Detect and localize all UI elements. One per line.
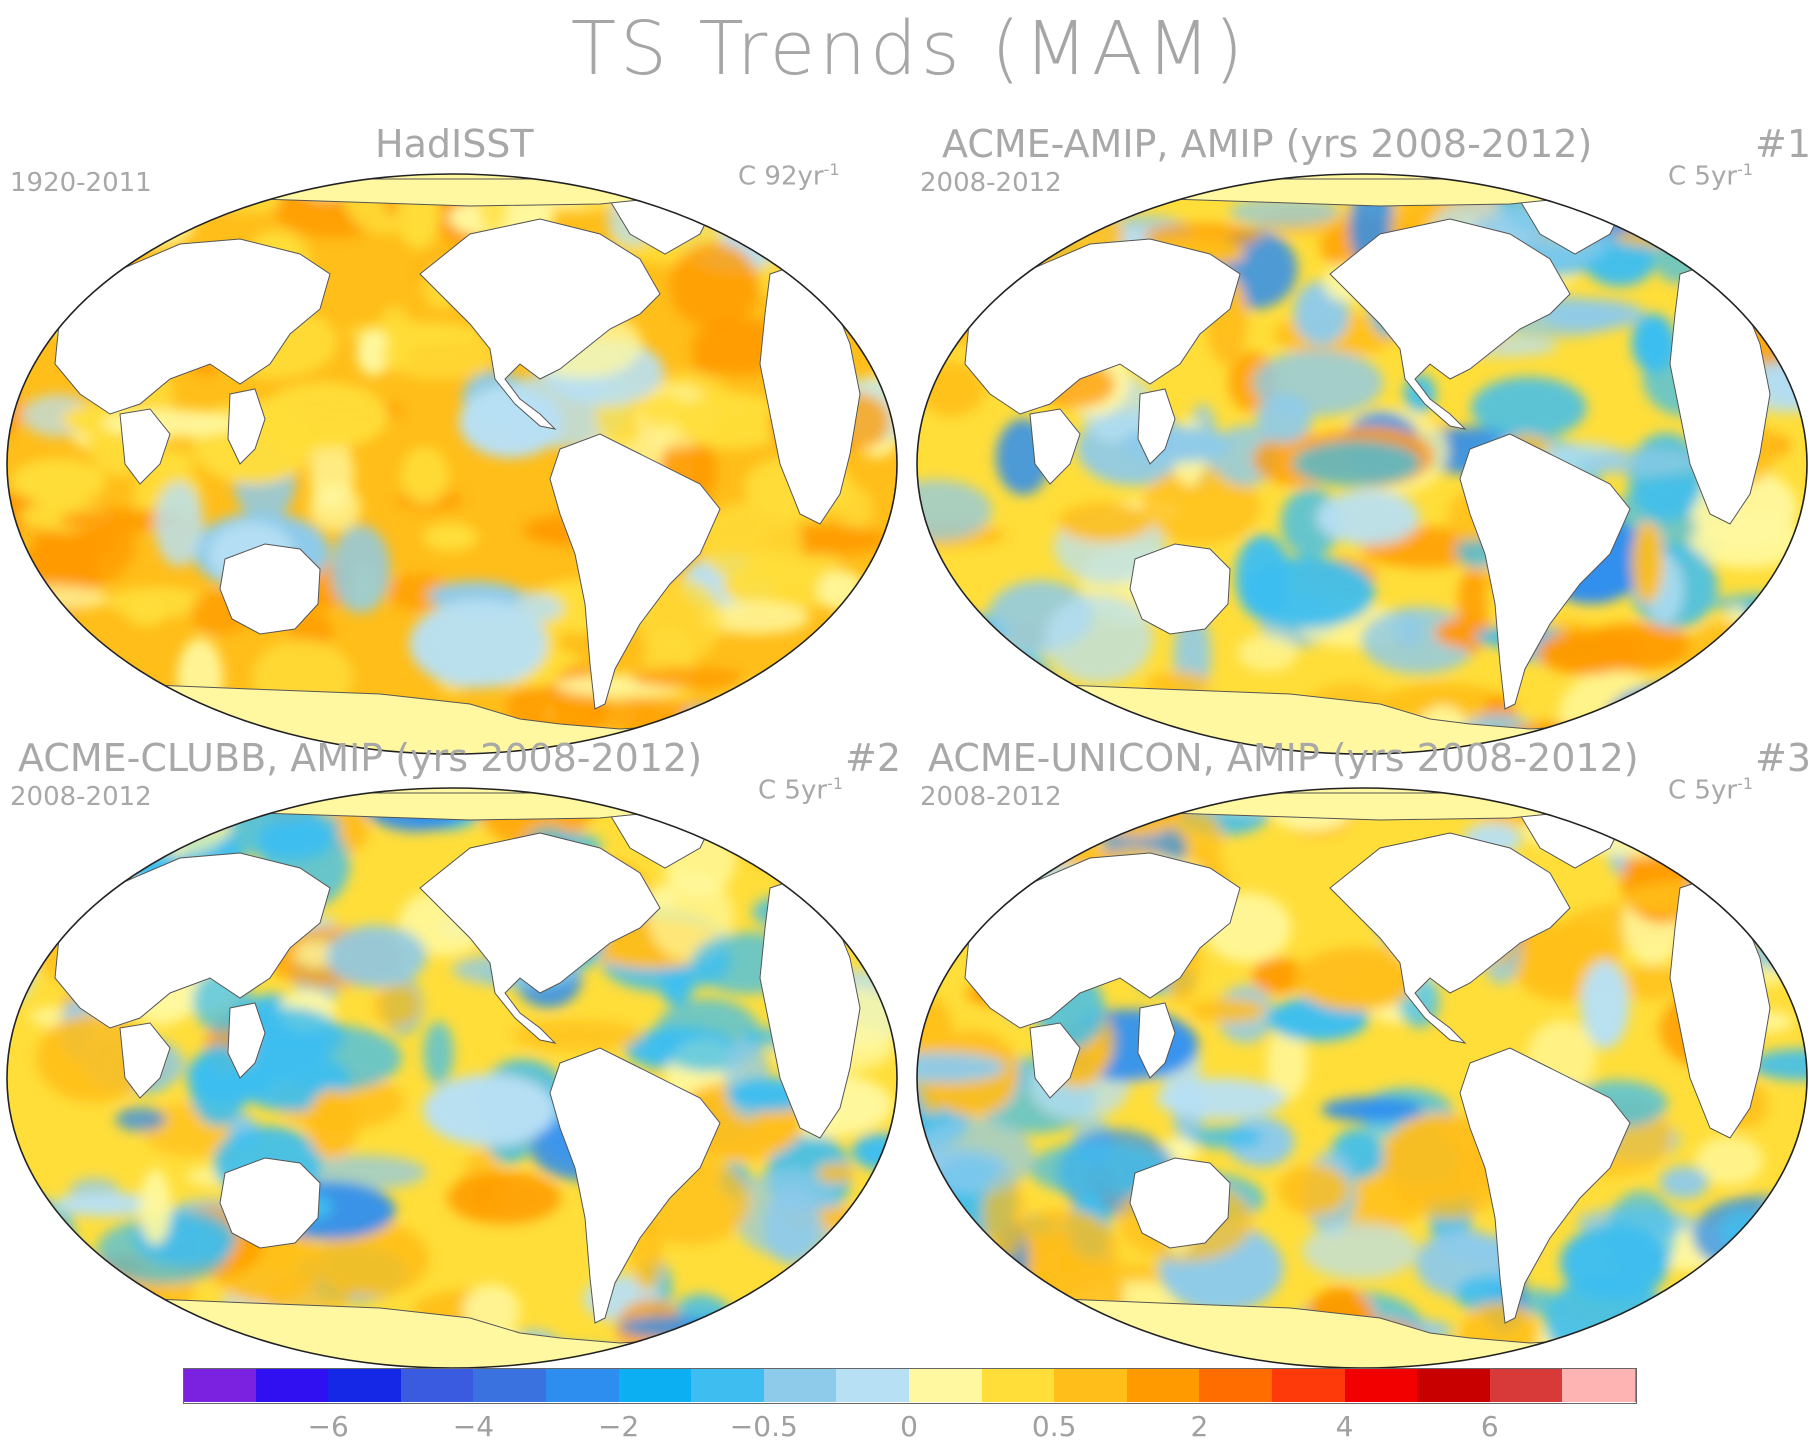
land-shape <box>1137 1002 1176 1079</box>
map-panel-acme-unicon: ACME-UNICON, AMIP (yrs 2008-2012) #3 200… <box>910 732 1812 1369</box>
panel-period: 2008-2012 <box>920 782 1062 812</box>
colorbar-tick-label: −6 <box>307 1410 349 1443</box>
panel-number: #1 <box>1755 122 1812 166</box>
map-panel-acme-clubb: ACME-CLUBB, AMIP (yrs 2008-2012) #2 2008… <box>0 732 902 1369</box>
land-shape <box>219 1157 321 1249</box>
colorbar-swatch <box>546 1368 620 1402</box>
colorbar-tick-label: 6 <box>1480 1410 1499 1443</box>
land-shape <box>549 433 721 710</box>
colorbar-swatch <box>1272 1368 1346 1402</box>
panel-title: ACME-UNICON, AMIP (yrs 2008-2012) <box>928 736 1639 780</box>
colorbar-swatch <box>328 1368 402 1402</box>
land-shape <box>419 832 661 1044</box>
land-shape <box>1129 1157 1231 1249</box>
panel-title: ACME-AMIP, AMIP (yrs 2008-2012) <box>942 122 1593 166</box>
colorbar-swatch <box>255 1368 330 1402</box>
land-shape <box>219 543 321 635</box>
land-shape <box>419 218 661 430</box>
colorbar <box>183 1368 1637 1404</box>
colorbar-swatch <box>618 1368 693 1402</box>
land-shape <box>1029 408 1081 485</box>
panel-period: 1920-2011 <box>10 168 152 198</box>
colorbar-swatch <box>1344 1368 1419 1402</box>
colorbar-tick-label: −2 <box>597 1410 640 1443</box>
panel-units: C 5yr-1 <box>1668 160 1753 192</box>
panel-period: 2008-2012 <box>10 782 152 812</box>
land-shape <box>119 1022 171 1099</box>
robinson-map <box>916 787 1808 1369</box>
panel-units: C 5yr-1 <box>758 774 843 806</box>
land-shape <box>1459 433 1631 710</box>
land-shape <box>119 408 171 485</box>
land-shape <box>964 238 1241 415</box>
land-shape <box>1029 1022 1081 1099</box>
land-shape <box>1129 543 1231 635</box>
colorbar-tick-label: 4 <box>1335 1410 1354 1443</box>
panel-title: ACME-CLUBB, AMIP (yrs 2008-2012) <box>18 736 703 780</box>
colorbar-swatch <box>691 1368 765 1402</box>
colorbar-swatch <box>1054 1368 1128 1402</box>
panel-units: C 92yr-1 <box>738 160 840 192</box>
panel-number: #3 <box>1755 736 1812 780</box>
colorbar-tick-label: 2 <box>1190 1410 1209 1443</box>
map-border <box>6 173 898 755</box>
land-shape <box>1137 388 1176 465</box>
colorbar-swatch <box>909 1368 983 1402</box>
land-shape <box>54 238 331 415</box>
robinson-map <box>6 787 898 1369</box>
land-shape <box>227 388 266 465</box>
robinson-map <box>6 173 898 755</box>
land-shape <box>1459 1047 1631 1324</box>
colorbar-swatch <box>1562 1368 1636 1402</box>
colorbar-swatch <box>1126 1368 1201 1402</box>
colorbar-tick-label: 0 <box>900 1410 918 1443</box>
colorbar-frame <box>183 1368 1637 1404</box>
panel-number: #2 <box>845 736 902 780</box>
colorbar-tick-label: −4 <box>452 1410 495 1443</box>
colorbar-swatch <box>473 1368 547 1402</box>
colorbar-swatch <box>400 1368 475 1402</box>
map-panel-acme-amip: ACME-AMIP, AMIP (yrs 2008-2012) #1 2008-… <box>910 118 1812 755</box>
panel-title: HadISST <box>375 122 534 166</box>
colorbar-tick-label: 0.5 <box>1031 1410 1077 1443</box>
panel-period: 2008-2012 <box>920 168 1062 198</box>
map-panel-hadisst: HadISST 1920-2011 C 92yr-1 <box>0 118 900 755</box>
land-shape <box>227 1002 266 1079</box>
colorbar-swatch <box>836 1368 910 1402</box>
figure-title: TS Trends (MAM) <box>570 6 1248 92</box>
colorbar-swatch <box>763 1368 838 1402</box>
land-masses <box>54 792 861 1368</box>
robinson-map <box>916 173 1808 755</box>
land-shape <box>964 852 1241 1029</box>
map-border <box>916 173 1808 755</box>
colorbar-tick-label: −0.5 <box>729 1410 798 1443</box>
panel-units: C 5yr-1 <box>1668 774 1753 806</box>
land-shape <box>1329 218 1571 430</box>
land-shape <box>549 1047 721 1324</box>
land-shape <box>1329 832 1571 1044</box>
land-shape <box>54 852 331 1029</box>
